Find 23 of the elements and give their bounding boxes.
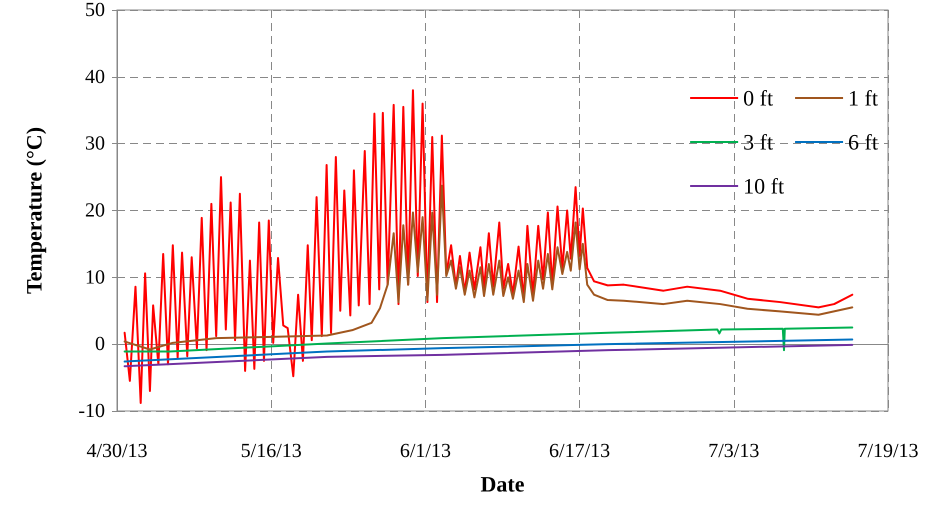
legend-label: 3 ft (743, 130, 774, 154)
line-series (124, 338, 854, 363)
x-tick-label: 6/17/13 (549, 440, 610, 462)
y-tick-label: 50 (85, 0, 105, 21)
x-tick-label: 7/3/13 (708, 440, 760, 462)
y-tick-label: 10 (85, 266, 105, 288)
legend-label: 0 ft (743, 86, 774, 110)
x-tick-label: 6/1/13 (400, 440, 451, 462)
line-series (124, 344, 854, 368)
x-tick-label: 7/19/13 (857, 440, 919, 462)
y-tick-label: 40 (85, 66, 105, 88)
legend-label: 6 ft (848, 130, 878, 154)
y-tick-label: 30 (85, 132, 105, 155)
x-tick-label: 4/30/13 (86, 440, 148, 462)
legend-label: 10 ft (743, 174, 784, 198)
y-tick-label: 0 (95, 333, 105, 356)
x-tick-label: 5/16/13 (240, 440, 302, 462)
legend-label: 1 ft (848, 86, 878, 110)
y-tick-label: -10 (78, 400, 105, 422)
x-axis-title: Date (480, 472, 525, 496)
line-series (124, 326, 854, 353)
y-tick-label: 20 (85, 200, 105, 222)
y-axis-title: Temperature (°C) (22, 126, 46, 294)
